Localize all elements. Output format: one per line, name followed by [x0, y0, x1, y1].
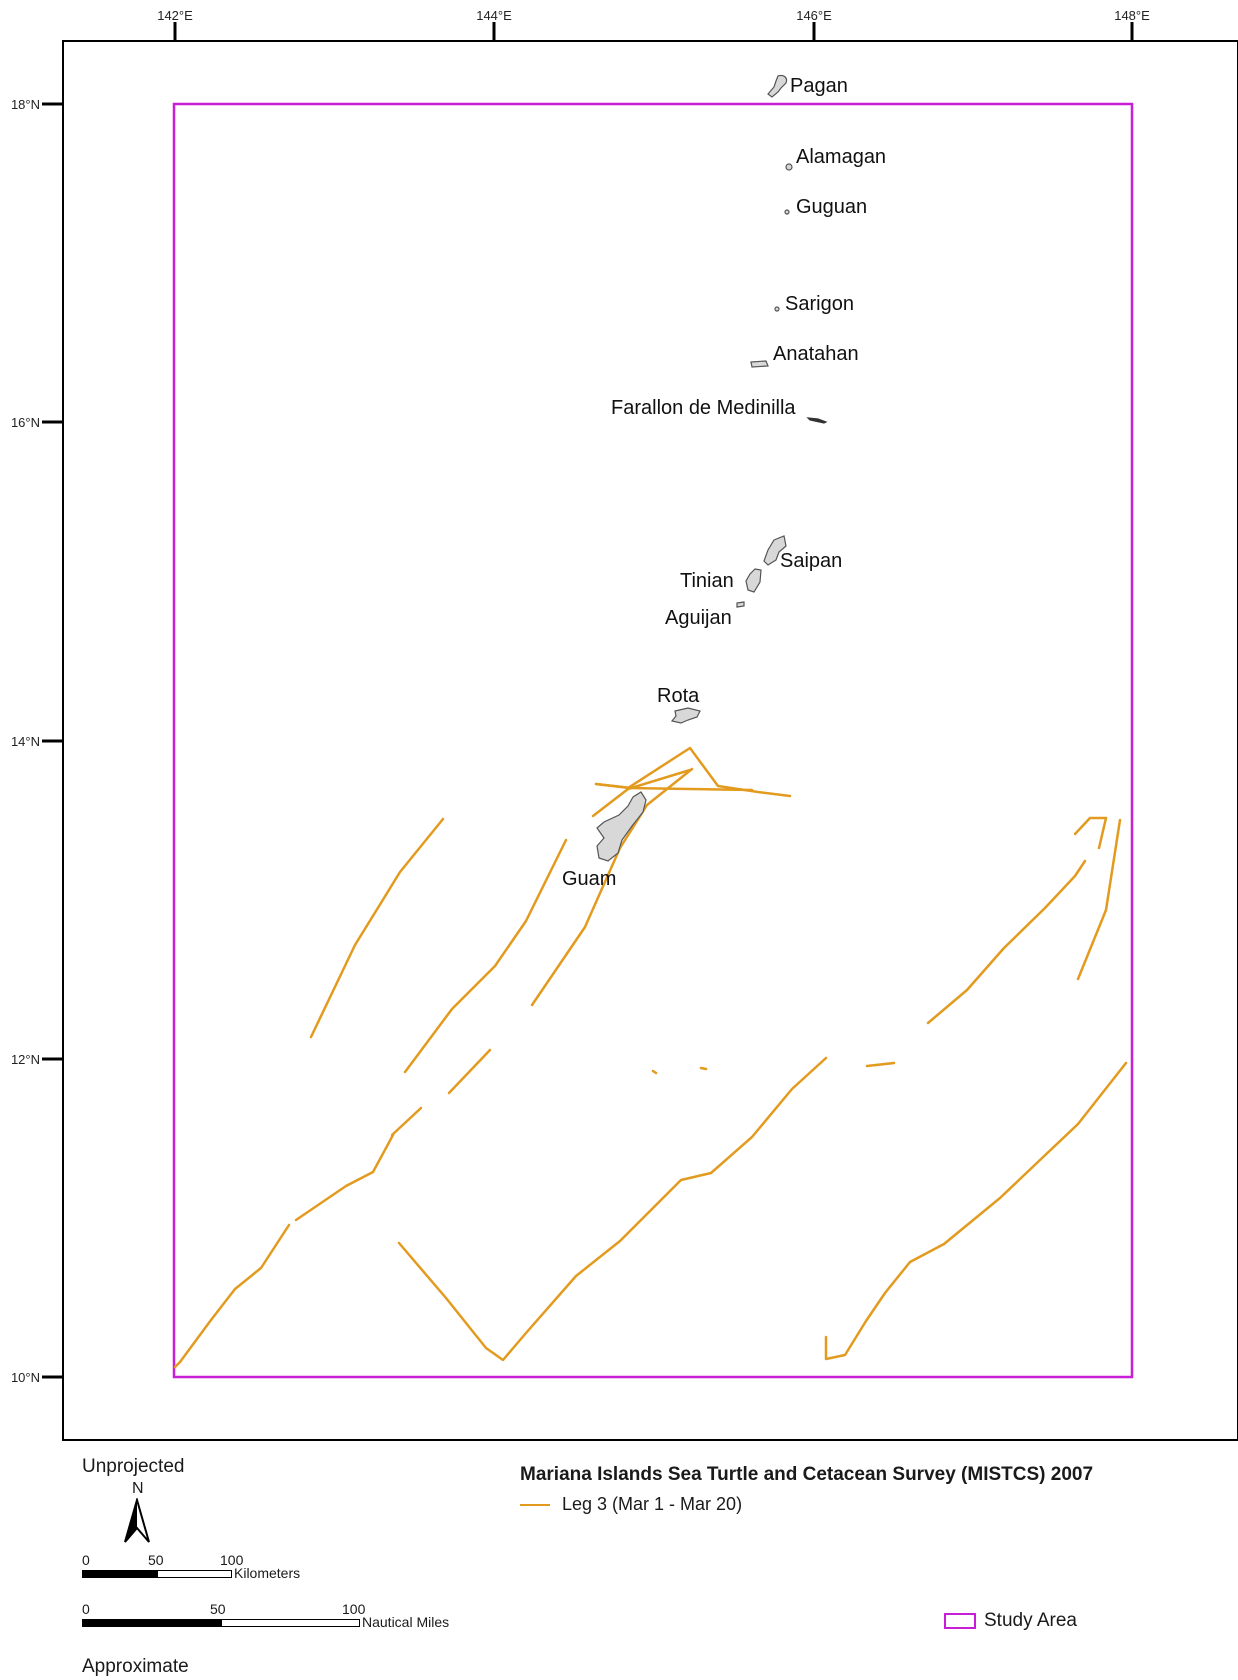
guguan-island-shape — [784, 209, 790, 215]
lat-tick-10: 10°N — [11, 1370, 40, 1385]
study-area-swatch — [944, 1613, 976, 1629]
scale-km-black-segment — [82, 1570, 157, 1578]
latitude-ticks: 18°N 16°N 14°N 12°N 10°N — [11, 97, 63, 1385]
lon-tick-142: 142°E — [157, 8, 193, 23]
label-anatahan: Anatahan — [773, 343, 859, 365]
lon-tick-146: 146°E — [796, 8, 832, 23]
scale-km-end: 100 — [220, 1552, 244, 1568]
scale-nm-white-segment — [221, 1619, 360, 1627]
scale-nm-zero: 0 — [82, 1601, 90, 1617]
label-pagan: Pagan — [790, 75, 848, 97]
leg-3-label: Leg 3 (Mar 1 - Mar 20) — [562, 1494, 743, 1514]
anatahan-island-shape — [750, 360, 769, 368]
survey-track-leg-3 — [173, 746, 1128, 1369]
guam-island-shape — [596, 791, 647, 862]
longitude-ticks: 142°E 144°E 146°E 148°E — [157, 8, 1150, 41]
label-aguijan: Aguijan — [665, 607, 732, 629]
scale-nm-end: 100 — [342, 1601, 366, 1617]
rota-island-shape — [670, 707, 701, 724]
scale-km-mid: 50 — [148, 1552, 164, 1568]
legend-panel: Unprojected N 0 50 100 Kilometers 0 50 1… — [62, 1442, 1238, 1680]
pagan-island-shape — [767, 74, 788, 98]
alamagan-island-shape — [785, 163, 793, 171]
scale-nm-unit: Nautical Miles — [362, 1614, 450, 1630]
legend-item-leg-3: Leg 3 (Mar 1 - Mar 20) — [520, 1494, 742, 1515]
islands — [596, 74, 828, 862]
survey-title: Mariana Islands Sea Turtle and Cetacean … — [520, 1464, 1094, 1485]
scale-km-zero: 0 — [82, 1552, 90, 1568]
north-letter: N — [132, 1480, 144, 1497]
lon-tick-148: 148°E — [1114, 8, 1150, 23]
scale-nm-mid: 50 — [210, 1601, 226, 1617]
label-guam: Guam — [562, 868, 616, 890]
tinian-island-shape — [745, 568, 762, 593]
aguijan-island-shape — [736, 601, 745, 608]
sarigon-island-shape — [774, 306, 780, 312]
scale-nm-black-segment — [82, 1619, 221, 1627]
lon-tick-144: 144°E — [476, 8, 512, 23]
label-tinian: Tinian — [680, 570, 734, 592]
label-saipan: Saipan — [780, 550, 842, 572]
saipan-island-shape — [763, 535, 787, 566]
leg-3-swatch — [520, 1503, 550, 1506]
scale-km-unit: Kilometers — [234, 1565, 301, 1581]
legend-item-study-area: Study Area — [944, 1610, 1077, 1632]
label-alamagan: Alamagan — [796, 146, 886, 168]
projection-label: Unprojected — [82, 1456, 185, 1477]
approximate-label: Approximate — [82, 1656, 189, 1677]
farallon-island-shape — [806, 417, 828, 424]
island-labels: Pagan Alamagan Guguan Sarigon Anatahan F… — [562, 75, 886, 890]
scale-km-white-segment — [157, 1570, 232, 1578]
lat-tick-18: 18°N — [11, 97, 40, 112]
map-frame — [62, 40, 1238, 1441]
lat-tick-14: 14°N — [11, 734, 40, 749]
label-rota: Rota — [657, 685, 700, 707]
north-arrow-icon — [124, 1498, 150, 1543]
label-guguan: Guguan — [796, 196, 867, 218]
study-area-boundary — [172, 102, 1134, 1379]
label-sarigon: Sarigon — [785, 293, 854, 315]
label-farallon: Farallon de Medinilla — [611, 397, 796, 419]
study-area-label: Study Area — [984, 1610, 1077, 1631]
lat-tick-12: 12°N — [11, 1052, 40, 1067]
lat-tick-16: 16°N — [11, 415, 40, 430]
